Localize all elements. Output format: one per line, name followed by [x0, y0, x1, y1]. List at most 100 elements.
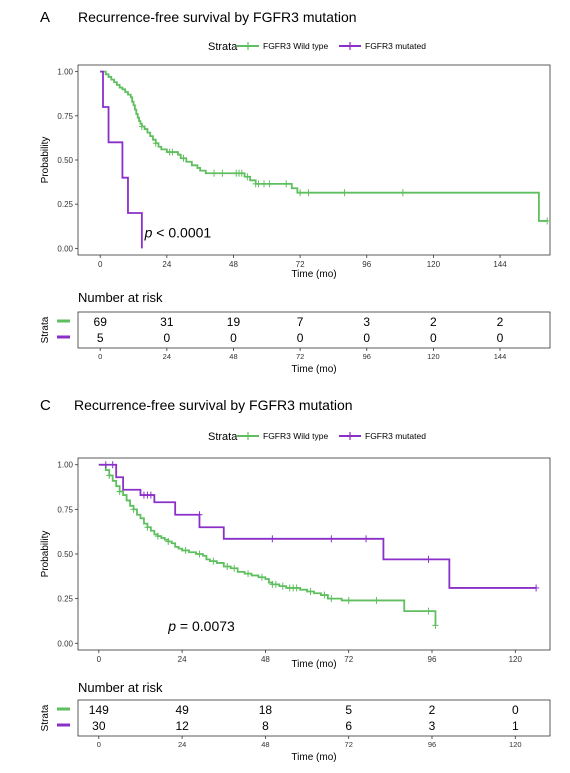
risk-value: 3	[429, 719, 436, 733]
p-value-annotation: p < 0.0001	[144, 225, 212, 241]
p-value-text: = 0.0073	[176, 618, 235, 634]
x-tick-label: 48	[229, 260, 238, 269]
risk-value: 8	[262, 719, 269, 733]
y-tick-label: 0.00	[57, 639, 73, 648]
risk-table-x-label: Time (mo)	[291, 364, 336, 375]
risk-value: 12	[175, 719, 189, 733]
panel-letter: C	[40, 397, 51, 414]
plot-frame	[77, 457, 551, 651]
risk-value: 149	[89, 703, 109, 717]
x-tick-label: 0	[97, 655, 102, 664]
p-value-symbol: p	[167, 618, 176, 634]
risk-value: 18	[259, 703, 273, 717]
risk-x-tick-label: 96	[428, 740, 436, 749]
risk-table-title: Number at risk	[78, 680, 163, 695]
y-tick-label: 0.50	[57, 550, 73, 559]
risk-value: 3	[363, 315, 370, 329]
x-axis-label: Time (mo)	[291, 659, 336, 670]
risk-x-tick-label: 120	[427, 352, 440, 361]
risk-value: 31	[160, 315, 174, 329]
x-tick-label: 48	[261, 655, 270, 664]
risk-value: 0	[363, 331, 370, 345]
risk-x-tick-label: 48	[261, 740, 269, 749]
y-tick-label: 0.00	[57, 244, 73, 253]
legend-entry: FGFR3 mutated	[365, 431, 426, 441]
risk-table-strata-label: Strata	[40, 316, 51, 343]
legend: Strata FGFR3 Wild type FGFR3 mutated	[208, 431, 426, 443]
panel-letter: A	[40, 9, 50, 26]
risk-table-frame	[77, 699, 551, 737]
risk-value: 2	[430, 315, 437, 329]
series-mut	[98, 461, 540, 592]
survival-curve	[98, 463, 537, 589]
risk-value: 5	[97, 331, 104, 345]
y-tick-label: 0.25	[57, 595, 73, 604]
survival-curve	[100, 70, 548, 222]
risk-x-tick-label: 72	[345, 740, 353, 749]
risk-value: 2	[497, 315, 504, 329]
x-tick-label: 72	[296, 260, 305, 269]
y-tick-label: 0.75	[57, 112, 73, 121]
risk-value: 5	[345, 703, 352, 717]
risk-table-x-label: Time (mo)	[291, 752, 336, 763]
y-tick-label: 0.50	[57, 156, 73, 165]
risk-value: 0	[497, 331, 504, 345]
risk-value: 49	[175, 703, 189, 717]
survival-curve	[100, 70, 143, 249]
risk-value: 30	[92, 719, 106, 733]
legend-entry: FGFR3 Wild type	[263, 431, 328, 441]
risk-table-title: Number at risk	[78, 290, 163, 305]
x-tick-label: 96	[428, 655, 437, 664]
risk-value: 0	[512, 703, 519, 717]
y-tick-label: 0.75	[57, 505, 73, 514]
p-value-annotation: p = 0.0073	[167, 618, 235, 634]
x-axis-label: Time (mo)	[291, 269, 336, 280]
risk-value: 2	[429, 703, 436, 717]
risk-x-tick-label: 48	[229, 352, 237, 361]
x-tick-label: 120	[427, 260, 441, 269]
risk-table-strata-label: Strata	[40, 704, 51, 731]
x-tick-label: 24	[178, 655, 187, 664]
risk-value: 7	[297, 315, 304, 329]
series-mut	[100, 70, 143, 249]
risk-x-tick-label: 120	[509, 740, 522, 749]
y-tick-label: 1.00	[57, 68, 73, 77]
risk-table: Number at risk Strata 69 31 19 7 3 2 2 5 0 0 0 0 0 0 0 24…	[40, 290, 551, 375]
p-value-symbol: p	[144, 225, 153, 241]
chart-panel-c: C Recurrence-free survival by FGFR3 mutat…	[40, 397, 551, 763]
risk-x-tick-label: 96	[363, 352, 371, 361]
risk-value: 0	[230, 331, 237, 345]
x-tick-label: 144	[493, 260, 507, 269]
y-tick-label: 0.25	[57, 200, 73, 209]
risk-value: 0	[430, 331, 437, 345]
risk-value: 0	[164, 331, 171, 345]
legend-entry: FGFR3 Wild type	[263, 41, 328, 51]
risk-x-tick-label: 0	[97, 740, 101, 749]
risk-value: 0	[297, 331, 304, 345]
chart-title: Recurrence-free survival by FGFR3 mutati…	[74, 397, 353, 413]
y-axis-label: Probability	[40, 137, 51, 184]
x-tick-label: 120	[509, 655, 523, 664]
series-wild	[98, 463, 439, 629]
survival-curve	[98, 463, 437, 626]
legend-title: Strata	[208, 431, 238, 443]
chart-title: Recurrence-free survival by FGFR3 mutati…	[78, 9, 357, 25]
legend-entry: FGFR3 mutated	[365, 41, 426, 51]
risk-value: 1	[512, 719, 519, 733]
risk-value: 19	[227, 315, 241, 329]
risk-table: Number at risk Strata 149 49 18 5 2 0 30 12 8 6 3 1 0 2…	[40, 680, 551, 763]
risk-x-tick-label: 0	[98, 352, 102, 361]
y-axis-label: Probability	[40, 531, 51, 578]
risk-x-tick-label: 24	[163, 352, 171, 361]
y-tick-label: 1.00	[57, 461, 73, 470]
x-tick-label: 0	[98, 260, 103, 269]
legend: Strata FGFR3 Wild type FGFR3 mutated	[208, 41, 426, 53]
chart-panel-a: A Recurrence-free survival by FGFR3 mutat…	[40, 9, 551, 375]
legend-title: Strata	[208, 41, 238, 53]
risk-x-tick-label: 72	[296, 352, 304, 361]
risk-table-frame	[77, 311, 551, 349]
risk-value: 69	[94, 315, 108, 329]
x-tick-label: 96	[362, 260, 371, 269]
p-value-text: < 0.0001	[152, 225, 211, 241]
